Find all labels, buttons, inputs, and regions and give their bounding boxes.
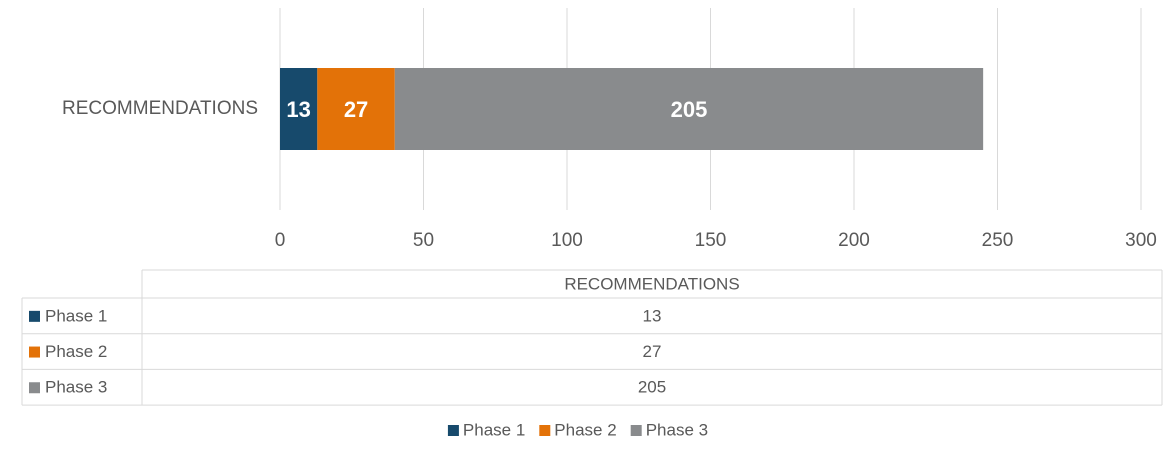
legend-label: Phase 2 (554, 420, 616, 439)
table-cell: 13 (643, 306, 662, 325)
legend-item: Phase 3 (630, 420, 708, 439)
data-label: 13 (286, 97, 310, 122)
bar-segment (280, 68, 318, 150)
legend-label: Phase 1 (463, 420, 525, 439)
data-label: 205 (671, 97, 708, 122)
legend-key (630, 425, 642, 436)
table-legend-key (29, 346, 40, 358)
x-tick-label: 200 (838, 230, 870, 251)
table-row-label: Phase 1 (45, 306, 107, 325)
table-row-label: Phase 3 (45, 378, 107, 397)
table-legend-key (29, 310, 40, 322)
table-row-label: Phase 2 (45, 342, 107, 361)
legend-label: Phase 3 (646, 420, 708, 439)
legend-key (539, 425, 551, 436)
x-tick-label: 300 (1125, 230, 1157, 251)
table-legend-key (29, 382, 40, 394)
legend-item: Phase 2 (539, 420, 617, 439)
x-tick-label: 0 (275, 230, 286, 251)
bar-segment (317, 68, 395, 150)
x-tick-label: 150 (695, 230, 727, 251)
legend-key (447, 425, 459, 436)
table-header: RECOMMENDATIONS (564, 274, 739, 293)
bar-segment (394, 68, 984, 150)
x-tick-label: 100 (551, 230, 583, 251)
legend-item: Phase 1 (447, 420, 525, 439)
y-tick-label: RECOMMENDATIONS (62, 98, 258, 119)
x-tick-label: 50 (413, 230, 434, 251)
x-tick-label: 250 (982, 230, 1014, 251)
data-label: 27 (344, 97, 368, 122)
table-cell: 205 (638, 378, 666, 397)
table-cell: 27 (643, 342, 662, 361)
